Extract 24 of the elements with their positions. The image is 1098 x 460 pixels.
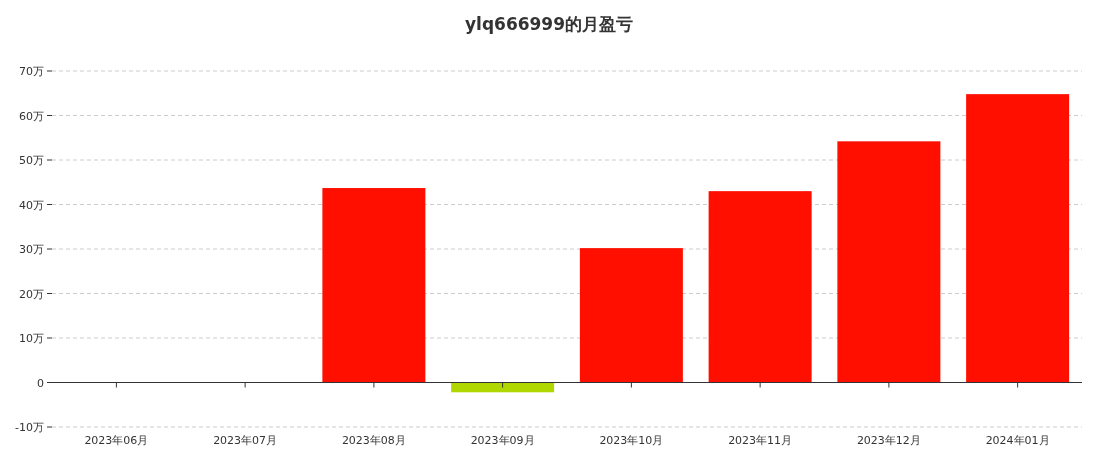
x-tick-label: 2023年06月 <box>84 434 149 447</box>
y-tick-label: 70万 <box>19 65 44 78</box>
bar <box>966 94 1070 383</box>
y-tick-label: 20万 <box>19 287 44 301</box>
x-tick-label: 2023年08月 <box>341 434 406 447</box>
y-tick-label: 10万 <box>19 332 44 345</box>
bar <box>579 248 683 383</box>
y-tick-label: 30万 <box>19 243 44 256</box>
bar <box>451 382 555 393</box>
bar <box>322 188 426 383</box>
x-tick-label: 2023年11月 <box>728 434 793 447</box>
x-tick-label: 2024年01月 <box>985 434 1050 447</box>
x-tick-label: 2023年09月 <box>470 434 535 447</box>
bar <box>708 191 812 383</box>
y-tick-label: -10万 <box>15 421 44 434</box>
y-tick-label: 0 <box>37 376 44 390</box>
x-tick-label: 2023年07月 <box>213 434 278 447</box>
chart-title: ylq666999的月盈亏 <box>464 14 634 34</box>
y-tick-label: 60万 <box>19 109 44 123</box>
y-tick-label: 50万 <box>19 154 44 167</box>
x-tick-label: 2023年12月 <box>856 434 921 447</box>
x-tick-label: 2023年10月 <box>599 434 664 447</box>
bar <box>837 141 941 383</box>
y-tick-label: 40万 <box>19 198 44 212</box>
